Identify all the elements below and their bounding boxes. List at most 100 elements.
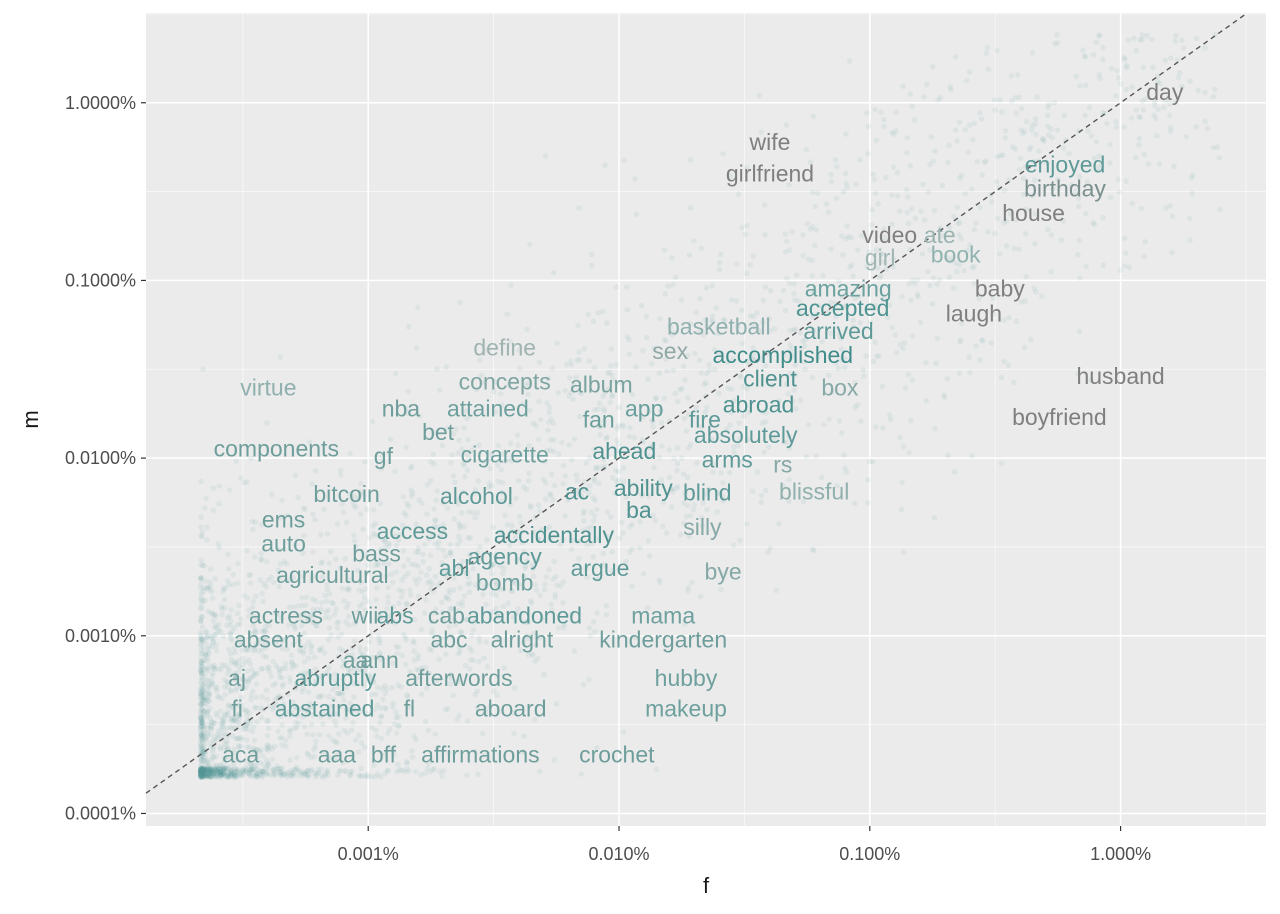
scatter-point (237, 683, 243, 690)
scatter-point (601, 562, 608, 568)
scatter-point (217, 629, 224, 635)
scatter-point (198, 768, 204, 774)
scatter-point (805, 422, 812, 428)
scatter-point (214, 767, 220, 774)
scatter-point (489, 561, 496, 568)
scatter-point (1136, 142, 1142, 148)
scatter-point (343, 706, 350, 713)
scatter-point (1193, 124, 1200, 130)
scatter-point (590, 554, 597, 560)
scatter-point (376, 637, 383, 643)
scatter-point (198, 767, 204, 774)
scatter-point (198, 771, 204, 777)
scatter-point (280, 681, 287, 687)
scatter-point (821, 421, 827, 428)
word-label-argue: argue (571, 555, 630, 581)
scatter-point (275, 728, 281, 735)
scatter-point (245, 726, 251, 733)
scatter-point (1091, 221, 1098, 228)
scatter-point (228, 769, 234, 775)
scatter-point (385, 594, 391, 600)
scatter-point (401, 563, 407, 569)
scatter-point (227, 772, 233, 778)
scatter-point (400, 548, 407, 554)
scatter-point (207, 587, 213, 593)
scatter-point (475, 478, 482, 484)
word-label-wife: wife (749, 129, 791, 155)
scatter-point (966, 354, 972, 361)
scatter-point (823, 201, 830, 207)
scatter-point (1051, 99, 1058, 106)
scatter-point (545, 375, 552, 382)
scatter-point (212, 576, 219, 582)
scatter-point (323, 609, 329, 615)
scatter-point (515, 442, 521, 449)
scatter-point (199, 723, 206, 729)
scatter-point (263, 745, 269, 752)
scatter-point (836, 418, 843, 424)
scatter-point (649, 417, 655, 424)
scatter-point (296, 647, 303, 653)
scatter-point (855, 293, 862, 300)
scatter-point (522, 619, 529, 626)
scatter-point (694, 460, 700, 466)
scatter-point (440, 617, 447, 624)
scatter-point (895, 193, 901, 199)
scatter-point (250, 647, 257, 654)
scatter-point (202, 639, 208, 646)
scatter-point (199, 732, 205, 739)
scatter-point (222, 765, 229, 771)
scatter-point (240, 675, 246, 682)
scatter-point (280, 700, 287, 707)
scatter-point (1163, 205, 1169, 211)
scatter-point (235, 663, 242, 670)
scatter-point (464, 416, 471, 422)
scatter-point (269, 706, 276, 713)
scatter-point (233, 756, 239, 763)
scatter-point (200, 589, 206, 595)
scatter-point (812, 203, 819, 210)
scatter-point (576, 349, 582, 355)
scatter-point (431, 506, 437, 512)
scatter-point (596, 480, 602, 487)
scatter-point (200, 769, 207, 776)
scatter-point (208, 723, 214, 729)
scatter-point (198, 767, 204, 773)
scatter-point (750, 253, 757, 259)
scatter-point (202, 597, 208, 604)
scatter-point (626, 351, 633, 358)
scatter-point (393, 714, 400, 721)
scatter-point (701, 381, 707, 387)
scatter-point (651, 345, 657, 352)
scatter-point (889, 192, 895, 198)
scatter-point (328, 548, 334, 555)
scatter-point (909, 206, 915, 212)
scatter-point (867, 458, 873, 465)
scatter-point (783, 238, 790, 245)
plot-panel (146, 13, 1266, 826)
scatter-point (457, 585, 463, 591)
scatter-point (322, 614, 329, 621)
scatter-point (225, 551, 231, 558)
scatter-point (586, 358, 593, 364)
scatter-point (533, 587, 540, 594)
scatter-point (464, 569, 471, 575)
word-label-kindergarten: kindergarten (599, 627, 727, 653)
scatter-point (983, 50, 990, 56)
scatter-point (1181, 45, 1187, 51)
scatter-point (258, 521, 265, 528)
scatter-point (451, 616, 458, 622)
scatter-point (340, 657, 347, 664)
scatter-point (228, 767, 235, 774)
scatter-point (781, 352, 788, 359)
scatter-point (1021, 191, 1027, 197)
scatter-point (429, 631, 435, 637)
scatter-point (248, 455, 254, 462)
scatter-point (1046, 101, 1052, 107)
word-label-fl: fl (404, 695, 416, 721)
scatter-point (1169, 249, 1175, 256)
scatter-point (199, 765, 205, 772)
scatter-point (203, 495, 209, 502)
scatter-point (263, 757, 270, 764)
scatter-point (736, 436, 743, 442)
